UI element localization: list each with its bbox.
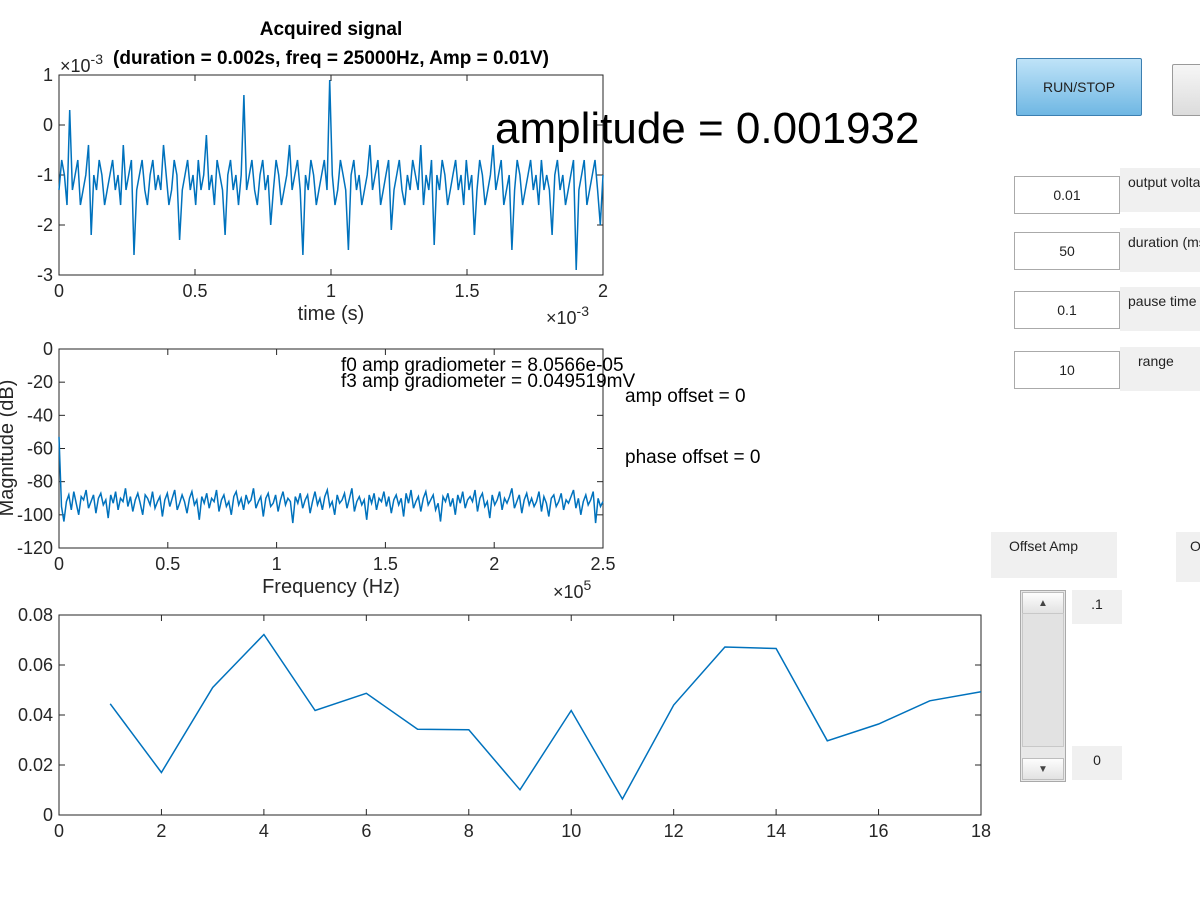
amplitude-history-plot: 0 2 4 6 8 10 12 14 16 18 0 0.02 0.04 0.06 0.08 [18, 605, 991, 841]
history-ytick-label: 0 [43, 805, 53, 825]
history-ytick-label: 0.08 [18, 605, 53, 625]
offset-amp-slider[interactable]: ▲ ▼ [1020, 590, 1066, 782]
history-xtick-label: 10 [561, 821, 581, 841]
spectrum-ytick-label: -20 [27, 372, 53, 392]
spectrum-xlabel: Frequency (Hz) [262, 576, 400, 598]
offset-phase-label: Offset Phase [1176, 532, 1200, 582]
signal-x-exponent: ×10-3 [546, 303, 589, 328]
history-xtick-label: 4 [259, 821, 269, 841]
duration-label: duration (ms) [1120, 228, 1200, 272]
range-field[interactable]: 10 [1014, 351, 1120, 389]
spectrum-ytick-label: -80 [27, 472, 53, 492]
slider-thumb[interactable] [1022, 613, 1064, 747]
signal-series-line [58, 79, 604, 271]
spectrum-x-exponent: ×105 [553, 577, 592, 602]
signal-ytick-label: 1 [43, 65, 53, 85]
slider-max-label: .1 [1072, 590, 1122, 624]
signal-xtick-label: 2 [598, 281, 608, 301]
amplitude-annotation: amplitude = 0.001932 [495, 104, 919, 153]
signal-ytick-label: 0 [43, 115, 53, 135]
spectrum-x-exponent-power: 5 [584, 577, 592, 593]
signal-y-exponent-power: -3 [91, 51, 104, 67]
spectrum-ytick-label: -40 [27, 405, 53, 425]
signal-xlabel: time (s) [298, 303, 365, 325]
history-xtick-label: 12 [664, 821, 684, 841]
duration-field[interactable]: 50 [1014, 232, 1120, 270]
spectrum-xtick-label: 1.5 [373, 554, 398, 574]
slider-min-label: 0 [1072, 746, 1122, 780]
signal-y-exponent: ×10-3 [60, 51, 103, 76]
spectrum-series-line [58, 436, 604, 524]
signal-xtick-label: 1 [326, 281, 336, 301]
signal-subtitle: (duration = 0.002s, freq = 25000Hz, Amp … [113, 48, 549, 69]
spectrum-xtick-label: 1 [272, 554, 282, 574]
pause-time-label: pause time [1120, 287, 1200, 331]
spectrum-ytick-label: 0 [43, 339, 53, 359]
signal-x-exponent-power: -3 [577, 303, 590, 319]
history-xtick-label: 18 [971, 821, 991, 841]
spectrum-ticks: 0 0.5 1 1.5 2 2.5 -120 -100 -80 -60 -40 -20 0 [17, 339, 616, 574]
range-label: range [1120, 347, 1200, 391]
spectrum-xtick-label: 0.5 [155, 554, 180, 574]
history-xtick-label: 2 [156, 821, 166, 841]
signal-ytick-label: -3 [37, 265, 53, 285]
slider-up-arrow-icon[interactable]: ▲ [1022, 592, 1064, 614]
signal-plot: Acquired signal (duration = 0.002s, freq… [37, 19, 608, 328]
history-ytick-label: 0.02 [18, 755, 53, 775]
secondary-button[interactable] [1172, 64, 1200, 116]
history-ytick-label: 0.04 [18, 705, 53, 725]
phase-offset-annotation: phase offset = 0 [625, 447, 760, 468]
history-xtick-label: 8 [464, 821, 474, 841]
offset-amp-label: Offset Amp [991, 532, 1117, 578]
history-xtick-label: 16 [869, 821, 889, 841]
signal-xtick-label: 1.5 [454, 281, 479, 301]
signal-xtick-label: 0.5 [182, 281, 207, 301]
spectrum-ytick-label: -60 [27, 439, 53, 459]
history-series-line [109, 633, 982, 801]
signal-ticks: 0 0.5 1 1.5 2 -3 -2 -1 0 1 [37, 65, 608, 301]
output-voltage-field[interactable]: 0.01 [1014, 176, 1120, 214]
signal-ytick-label: -1 [37, 165, 53, 185]
amp-offset-annotation: amp offset = 0 [625, 386, 746, 407]
history-axes-box [58, 614, 982, 816]
spectrum-plot: 0 0.5 1 1.5 2 2.5 -120 -100 -80 -60 -40 -20 0 Freque… [0, 339, 635, 602]
f3-annotation: f3 amp gradiometer = 0.049519mV [341, 371, 635, 392]
signal-xtick-label: 0 [54, 281, 64, 301]
output-voltage-label: output voltage [1120, 168, 1200, 212]
spectrum-ytick-label: -100 [17, 505, 53, 525]
signal-ytick-label: -2 [37, 215, 53, 235]
f0-annotation: f0 amp gradiometer = 8.0566e-05 [341, 355, 624, 376]
pause-time-field[interactable]: 0.1 [1014, 291, 1120, 329]
spectrum-xtick-label: 2.5 [590, 554, 615, 574]
history-xtick-label: 14 [766, 821, 786, 841]
signal-title: Acquired signal [260, 19, 403, 40]
spectrum-ytick-label: -120 [17, 538, 53, 558]
history-xtick-label: 0 [54, 821, 64, 841]
signal-y-exponent-base: ×10 [60, 56, 91, 76]
run-stop-button[interactable]: RUN/STOP [1016, 58, 1142, 116]
history-ytick-label: 0.06 [18, 655, 53, 675]
spectrum-ylabel: Magnitude (dB) [0, 380, 18, 517]
history-ticks: 0 2 4 6 8 10 12 14 16 18 0 0.02 0.04 0.06 0.08 [18, 605, 991, 841]
history-xtick-label: 6 [361, 821, 371, 841]
spectrum-xtick-label: 0 [54, 554, 64, 574]
slider-down-arrow-icon[interactable]: ▼ [1022, 758, 1064, 780]
signal-x-exponent-base: ×10 [546, 308, 577, 328]
spectrum-axes-box [58, 348, 604, 549]
spectrum-xtick-label: 2 [489, 554, 499, 574]
spectrum-x-exponent-base: ×10 [553, 582, 584, 602]
